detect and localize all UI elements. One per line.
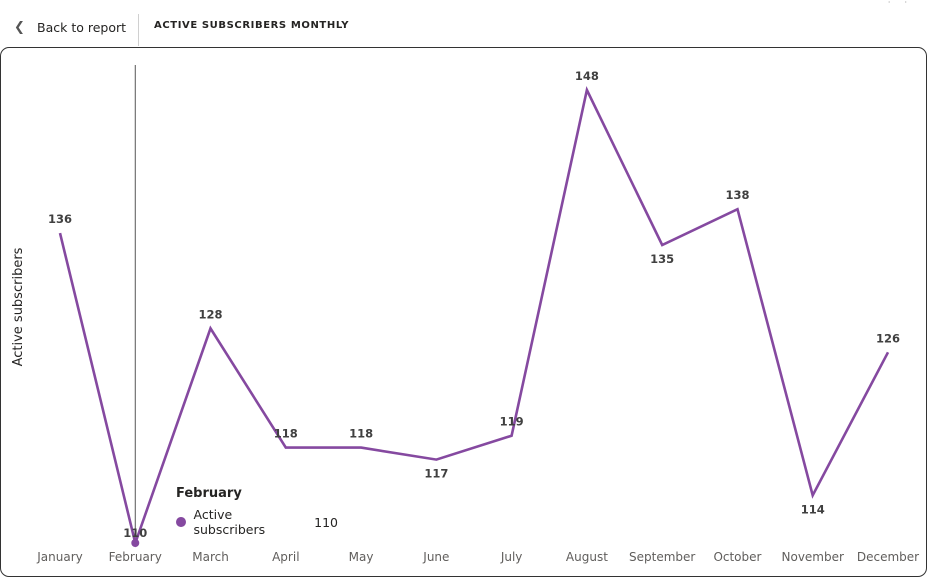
- back-to-report-button[interactable]: ❮ Back to report: [14, 16, 126, 38]
- x-tick-label: September: [629, 550, 695, 564]
- x-tick-label: December: [857, 550, 919, 564]
- x-tick-label: October: [713, 550, 761, 564]
- x-tick-label: November: [782, 550, 844, 564]
- data-label: 126: [876, 331, 900, 345]
- x-tick-label: May: [349, 550, 374, 564]
- data-label: 114: [801, 502, 825, 516]
- tooltip-series-name: Active subscribers: [193, 507, 266, 537]
- data-point[interactable]: [131, 539, 140, 547]
- x-tick-label: February: [109, 550, 162, 564]
- data-label: 138: [725, 188, 749, 202]
- back-button-label: Back to report: [37, 19, 127, 35]
- data-label: 118: [349, 427, 373, 441]
- x-tick-label: June: [422, 550, 449, 564]
- x-tick-label: August: [566, 550, 608, 564]
- data-label: 148: [575, 69, 599, 83]
- x-tick-label: January: [36, 550, 83, 564]
- data-label: 117: [424, 467, 448, 481]
- data-label: 128: [199, 307, 223, 321]
- series-dot-icon: [176, 517, 186, 527]
- more-options-icon[interactable]: ··: [887, 0, 921, 7]
- data-label: 110: [123, 526, 147, 540]
- data-label: 136: [48, 212, 72, 226]
- x-tick-label: March: [192, 550, 229, 564]
- data-label: 119: [500, 415, 524, 429]
- top-bar: ❮ Back to report ACTIVE SUBSCRIBERS MONT…: [0, 0, 929, 48]
- series-line: [58, 86, 890, 548]
- chevron-left-icon: ❮: [14, 19, 25, 35]
- tooltip-value: 110: [314, 514, 338, 530]
- y-axis-label: Active subscribers: [11, 247, 26, 366]
- data-label: 118: [274, 427, 298, 441]
- tooltip: February Active subscribers 110: [162, 478, 352, 537]
- x-tick-label: July: [500, 550, 523, 564]
- page-title: ACTIVE SUBSCRIBERS MONTHLY: [154, 20, 350, 31]
- divider: [138, 14, 139, 46]
- data-label: 135: [650, 252, 674, 266]
- tooltip-title: February: [176, 486, 242, 501]
- tooltip-row: Active subscribers 110: [176, 507, 338, 537]
- x-tick-label: April: [272, 550, 299, 564]
